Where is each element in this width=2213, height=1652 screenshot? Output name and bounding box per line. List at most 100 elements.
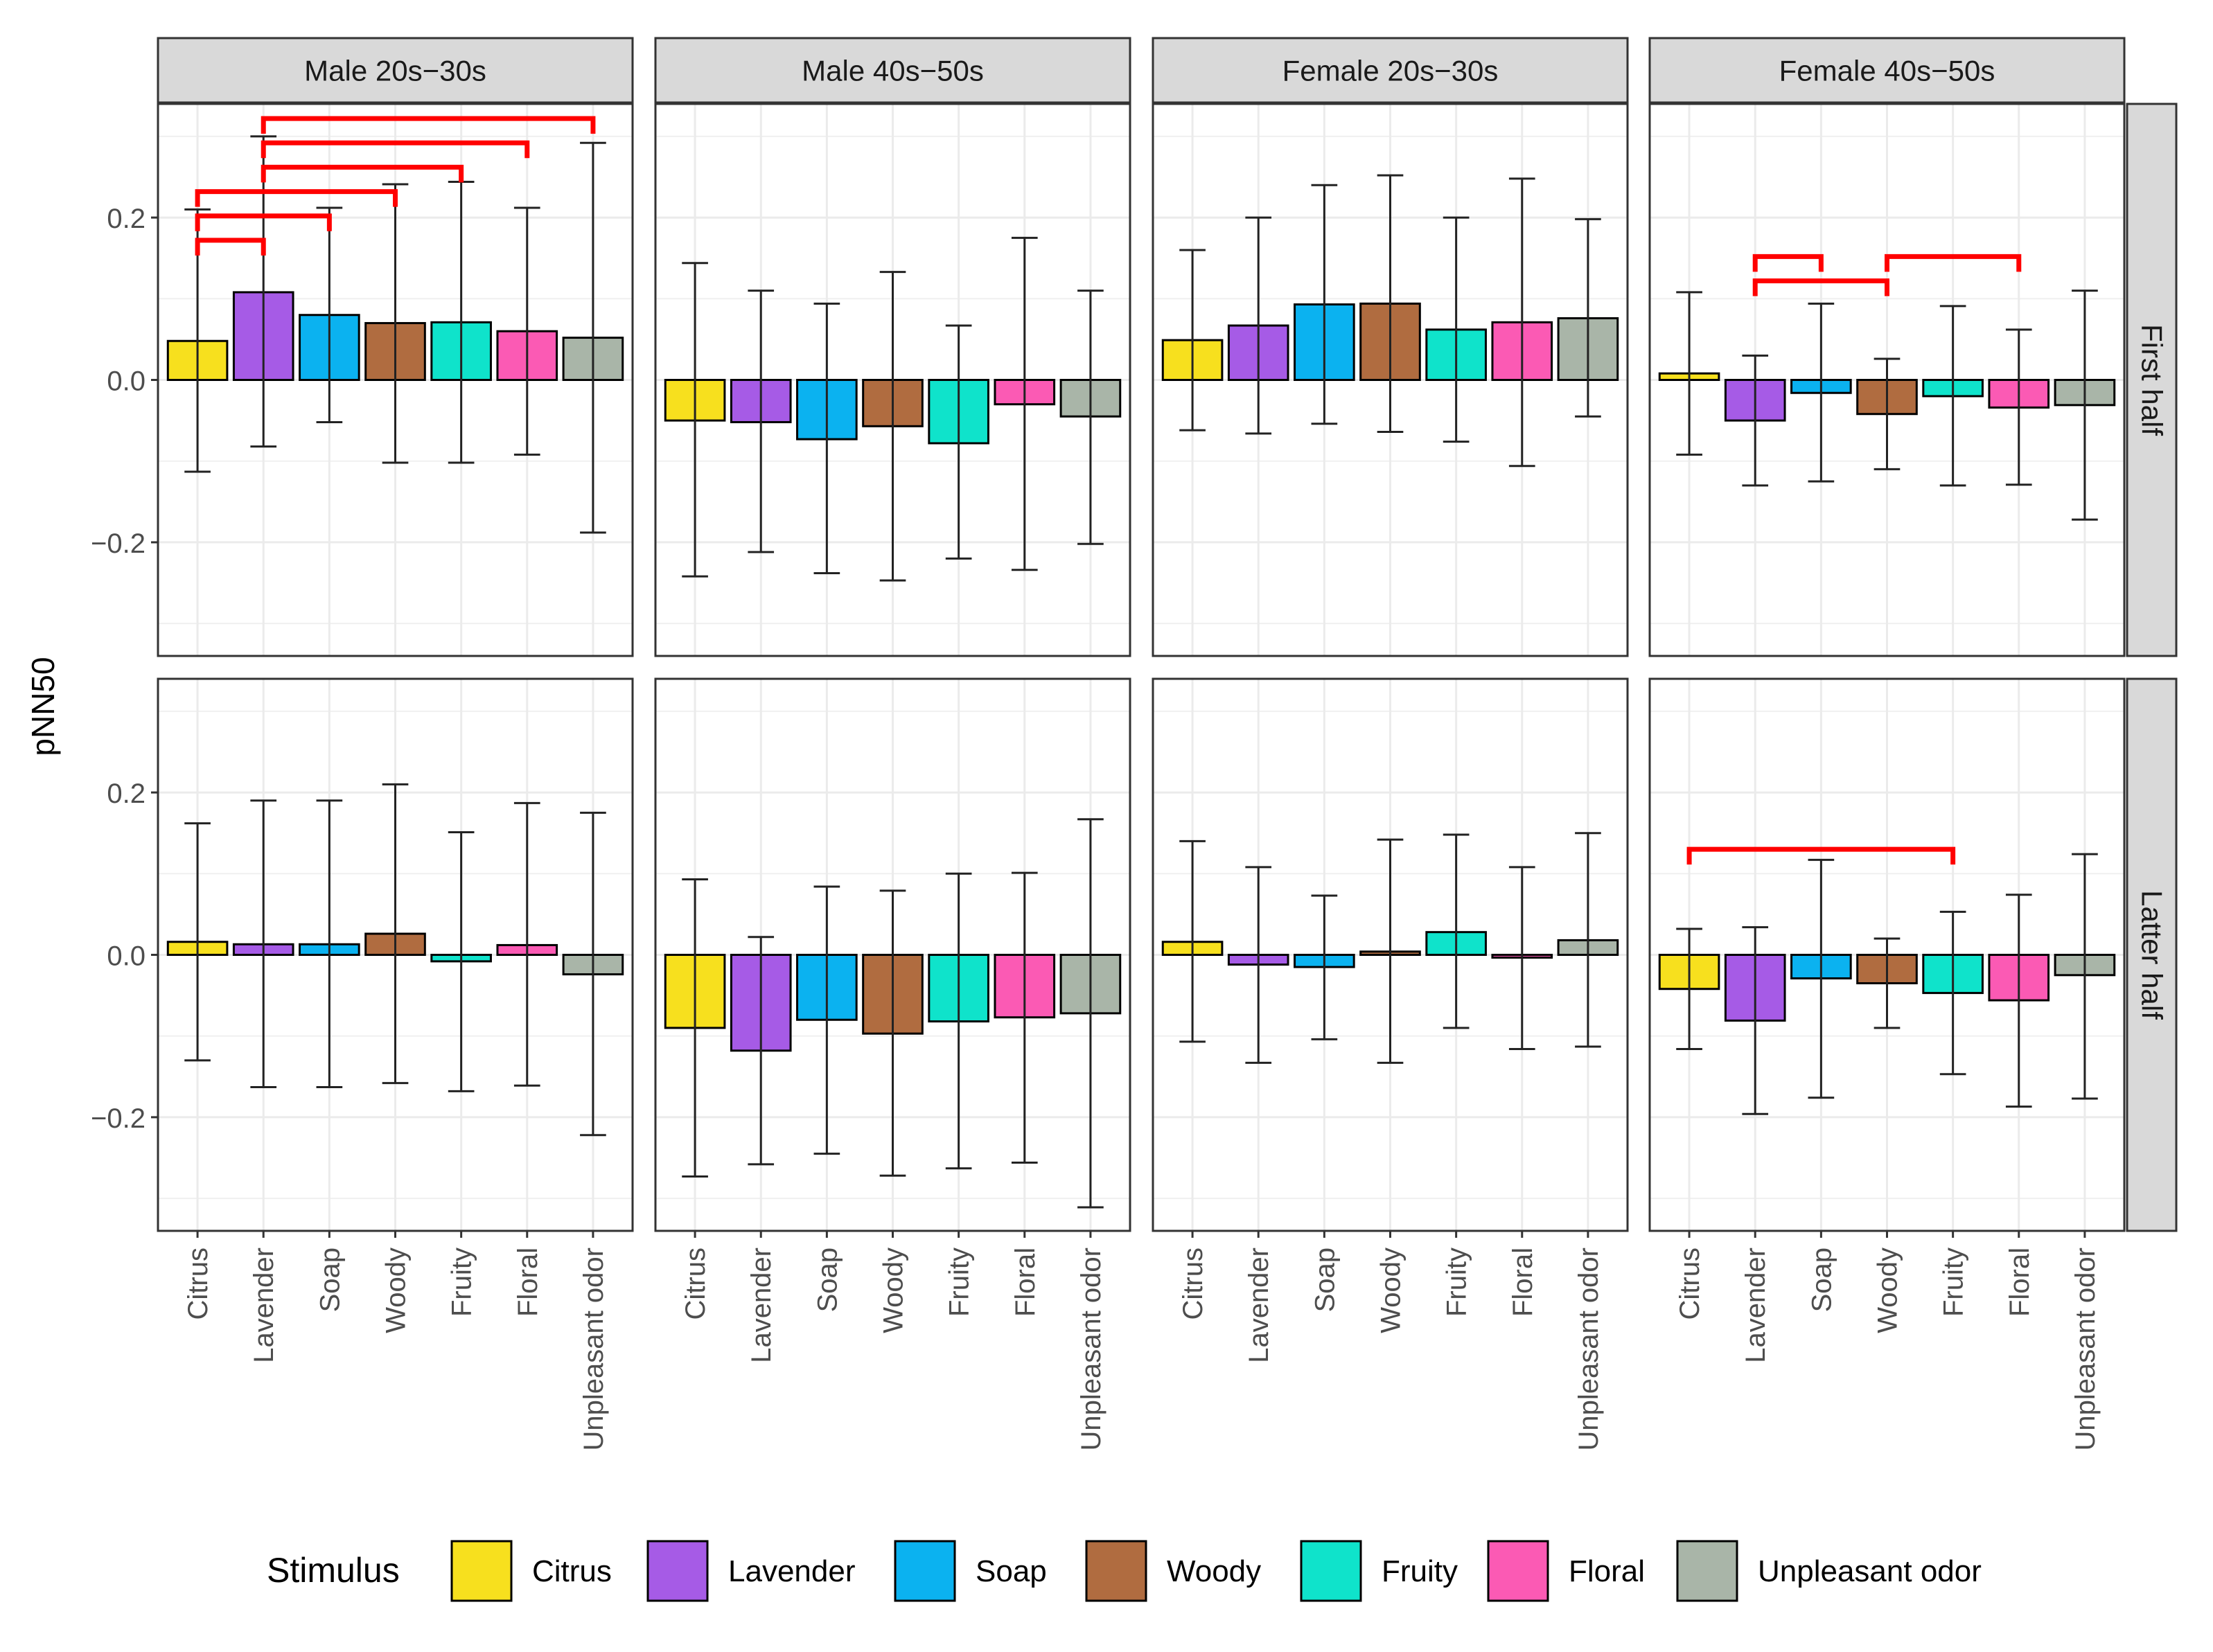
x-tick-label-citrus: Citrus [1178, 1247, 1208, 1320]
error-bar-lavender [748, 936, 775, 1166]
panel-border [157, 103, 634, 657]
error-bar-soap [316, 206, 343, 423]
error-bar-unpleasant-odor [1575, 217, 1601, 418]
x-tick-label-lavender: Lavender [746, 1247, 777, 1363]
y-tick-label: −0.2 [91, 1103, 146, 1134]
panel-male-40s-50s-first-half [654, 103, 1131, 657]
error-bar-lavender [1245, 866, 1272, 1064]
error-bar-woody [1377, 174, 1404, 434]
error-bar-soap [813, 885, 840, 1155]
sig-bracket-citrus-soap [195, 213, 332, 231]
error-bar-floral [1508, 866, 1535, 1050]
error-bar-soap [1311, 184, 1338, 425]
panel-female-40s-50s-first-half [1648, 103, 2126, 657]
x-tick-label-lavender: Lavender [1740, 1247, 1771, 1363]
panel-male-40s-50s-latter-half: Citrus Lavender Soap Woody Fruity Floral Unple… [654, 677, 1131, 1451]
sig-bracket-woody-floral [1885, 254, 2022, 272]
error-bar-woody [1873, 357, 1901, 470]
error-bar-soap [1808, 302, 1835, 483]
facet-grid: Male 20s−30s Male 40s−50s Female 20s−30s Fe… [91, 37, 2178, 1451]
x-tick-label-unpleasant-odor: Unpleasant odor [1573, 1247, 1604, 1451]
error-bar-lavender [748, 290, 775, 553]
error-bar-woody [382, 183, 409, 464]
y-tick-label: 0.2 [107, 779, 146, 809]
x-tick-label-citrus: Citrus [1675, 1247, 1705, 1320]
sig-bracket-citrus-lavender [195, 238, 266, 256]
x-tick-label-floral: Floral [513, 1247, 543, 1317]
error-bar-unpleasant-odor [580, 811, 606, 1137]
facet-strip-latter-half [2126, 677, 2178, 1232]
x-tick-label-unpleasant-odor: Unpleasant odor [579, 1247, 609, 1451]
error-bar-citrus [1179, 840, 1206, 1043]
error-bar-unpleasant-odor [2072, 853, 2098, 1100]
x-tick-label-fruity: Fruity [1939, 1247, 1969, 1317]
sig-bracket-lavender-floral [261, 140, 530, 159]
error-bar-soap [813, 302, 840, 574]
error-bar-fruity [1939, 305, 1966, 487]
x-tick-label-fruity: Fruity [447, 1247, 477, 1317]
sig-bracket-lavender-woody [1752, 278, 1889, 296]
error-bar-floral [2005, 328, 2032, 486]
x-tick-label-unpleasant-odor: Unpleasant odor [1076, 1247, 1106, 1451]
facet-header-label: Female 20s−30s [1282, 55, 1499, 87]
x-tick-label-woody: Woody [1873, 1247, 1903, 1333]
error-bar-woody [1873, 937, 1901, 1029]
error-bar-soap [316, 799, 343, 1089]
y-tick-label: 0.0 [107, 366, 146, 397]
x-tick-label-soap: Soap [315, 1247, 345, 1312]
x-tick-label-soap: Soap [1310, 1247, 1340, 1312]
facet-header-label: Male 20s−30s [304, 55, 486, 87]
panel-male-20s-30s-latter-half: Citrus Lavender Soap Woody Fruity Floral Unple… [157, 677, 634, 1451]
x-tick-label-floral: Floral [1010, 1247, 1041, 1317]
x-tick-label-floral: Floral [1508, 1247, 1538, 1317]
x-tick-label-soap: Soap [812, 1247, 843, 1312]
legend-label-floral: Floral [1569, 1554, 1645, 1588]
facet-strip-label: First half [2136, 324, 2169, 436]
error-bar-unpleasant-odor [1575, 832, 1601, 1048]
x-tick-label-fruity: Fruity [1442, 1247, 1472, 1317]
y-tick-label: 0.2 [107, 204, 146, 234]
facet-header-female-40s-50s [1648, 37, 2126, 104]
error-bar-woody [382, 783, 409, 1085]
y-tick-label: 0.0 [107, 941, 146, 972]
error-bar-soap [1311, 894, 1338, 1040]
error-bar-unpleasant-odor [580, 141, 606, 534]
sig-bracket-citrus-woody [195, 189, 398, 207]
error-bar-lavender [250, 799, 277, 1089]
x-tick-label-floral: Floral [2004, 1247, 2035, 1317]
error-bar-citrus [1676, 927, 1702, 1050]
error-bar-fruity [1939, 910, 1966, 1076]
error-bar-lavender [1245, 216, 1272, 435]
facet-strip-label: Latter half [2136, 890, 2169, 1020]
panel-border [1648, 103, 2126, 657]
panel-female-20s-30s-first-half [1152, 103, 1629, 657]
facet-header-male-20s-30s [157, 37, 634, 104]
panel-male-20s-30s-first-half [157, 103, 634, 657]
x-tick-label-lavender: Lavender [1244, 1247, 1274, 1363]
x-tick-label-citrus: Citrus [680, 1247, 711, 1320]
error-bar-floral [2005, 894, 2032, 1108]
legend-swatch-fruity [1300, 1540, 1362, 1602]
legend-swatch-floral [1487, 1540, 1549, 1602]
error-bar-woody [879, 889, 906, 1177]
sig-bracket-lavender-fruity [261, 164, 464, 183]
panel-female-20s-30s-latter-half: Citrus Lavender Soap Woody Fruity Floral Unple… [1152, 677, 1629, 1451]
x-tick-label-woody: Woody [1376, 1247, 1407, 1333]
facet-header-label: Male 40s−50s [802, 55, 984, 87]
x-tick-label-citrus: Citrus [183, 1247, 213, 1320]
legend-swatch-unpleasant-odor [1676, 1540, 1738, 1602]
y-tick-label: −0.2 [91, 529, 146, 559]
error-bar-floral [1011, 871, 1038, 1164]
legend-label-lavender: Lavender [728, 1554, 855, 1588]
x-tick-label-soap: Soap [1806, 1247, 1837, 1312]
error-bar-citrus [184, 822, 211, 1062]
error-bar-floral [1011, 236, 1038, 571]
error-bar-unpleasant-odor [2072, 290, 2098, 521]
error-bar-citrus [1179, 249, 1206, 432]
legend-label-citrus: Citrus [532, 1554, 612, 1588]
sig-bracket-lavender-soap [1752, 254, 1824, 272]
error-bar-fruity [1443, 216, 1470, 443]
error-bar-woody [1377, 838, 1404, 1064]
sig-bracket-citrus-fruity [1686, 846, 1956, 865]
